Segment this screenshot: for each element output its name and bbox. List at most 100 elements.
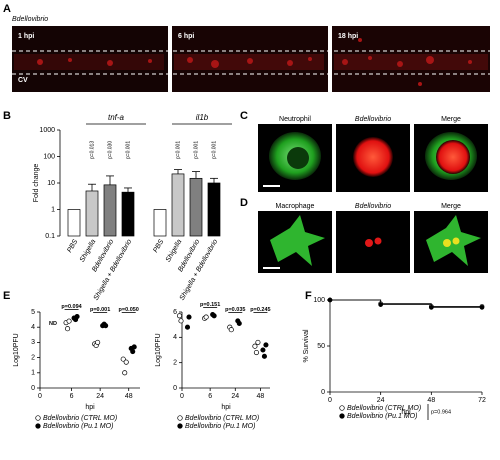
p-value: p=0.001 [193,141,199,159]
region-label: CV [18,77,28,84]
panel-label: F [305,290,312,302]
annotation: p=0.151 [200,302,220,308]
panel-label: A [3,3,11,15]
y-tick-label: 5 [31,309,35,316]
y-tick-label: 100 [313,297,325,304]
x-tick-label: PBS [152,238,165,254]
legend-label: Bdellovibrio (Pu.1 MO) [43,423,113,430]
point [236,320,242,326]
x-tick-label: 72 [478,397,486,404]
panel-label: D [240,197,248,209]
p-value: p=0.001 [125,141,131,159]
point [184,324,191,330]
point [479,305,485,310]
legend-marker [35,423,41,429]
column-label: Neutrophil [279,116,311,123]
y-tick-label: 1 [51,206,55,213]
y-tick-label: 0 [173,385,177,392]
bar [189,177,203,237]
y-tick-label: 1 [31,370,35,377]
panel-label: E [3,290,10,302]
point [131,344,137,350]
panel-title: Bdellovibrio [12,16,48,23]
legend-marker [35,415,41,421]
frame-label: 6 hpi [178,33,194,40]
p-value: p=0.013 [89,141,95,159]
point [260,347,266,353]
y-tick-label: 0 [321,389,325,396]
p-value: p=0.001 [175,141,181,159]
x-tick-label: 6 [208,393,212,400]
point [253,349,259,356]
legend-marker [177,415,183,421]
x-axis-label: hpi [221,404,231,411]
point [95,339,101,345]
point [176,313,183,319]
point [327,297,333,303]
annotation: ND [49,321,57,327]
frame-label: 1 hpi [18,33,34,40]
point [103,323,109,329]
point [252,343,258,349]
annotation: p=0.001 [90,307,110,313]
point [255,339,261,345]
bar [153,209,167,237]
legend-label: Bdellovibrio (CTRL MO) [43,415,117,422]
point [123,359,129,365]
x-tick-label: 48 [427,397,435,404]
x-tick-label: 24 [96,393,104,400]
y-axis-label: Log10PFU [155,333,162,366]
p-value: p=0.030 [107,141,113,159]
x-tick-label: 0 [38,393,42,400]
column-label: Merge [441,203,461,210]
panel-label: B [3,110,11,122]
x-axis-label: hpi [85,404,95,411]
x-tick-label: 0 [328,397,332,404]
point [178,318,184,324]
point [228,327,234,333]
survival-line [330,299,482,307]
legend-label: Bdellovibrio (Pu.1 MO) [185,423,255,430]
legend-label: Bdellovibrio (CTRL MO) [185,415,259,422]
bar [103,184,117,237]
group-label: il1b [196,113,209,122]
point [66,318,72,324]
y-axis-label: Fold change [33,164,40,203]
bar [67,209,81,237]
y-tick-label: 50 [317,343,325,350]
survival-line [330,299,482,308]
y-tick-label: 1000 [39,127,55,134]
bar [171,173,185,237]
x-tick-label: 24 [231,393,239,400]
point [74,314,80,320]
x-tick-label: 48 [257,393,265,400]
column-label: Macrophage [276,203,315,210]
group-label: tnf-a [108,113,125,122]
annotation: p=0.964 [431,409,451,415]
x-tick-label: 48 [125,393,133,400]
y-tick-label: 0 [31,385,35,392]
column-label: Bdellovibrio [355,116,391,123]
y-tick-label: 4 [173,334,177,341]
point [378,302,384,307]
y-tick-label: 0.1 [45,233,55,240]
y-tick-label: 3 [31,339,35,346]
annotation: p=0.035 [225,307,245,313]
y-tick-label: 4 [31,324,35,331]
legend-marker [177,423,183,429]
frame-label: 18 hpi [338,33,358,40]
y-tick-label: 2 [173,360,177,367]
legend-marker [339,413,345,419]
x-tick-label: 0 [180,393,184,400]
bar [121,191,135,237]
y-tick-label: 100 [43,153,55,160]
x-tick-label: Shigella [165,238,184,263]
x-tick-label: 6 [70,393,74,400]
point [428,305,434,310]
column-label: Merge [441,116,461,123]
panel-c-images [258,124,488,192]
legend-label: Bdellovibrio (CTRL MO) [347,405,421,412]
y-tick-label: 6 [173,309,177,316]
point [211,313,217,319]
